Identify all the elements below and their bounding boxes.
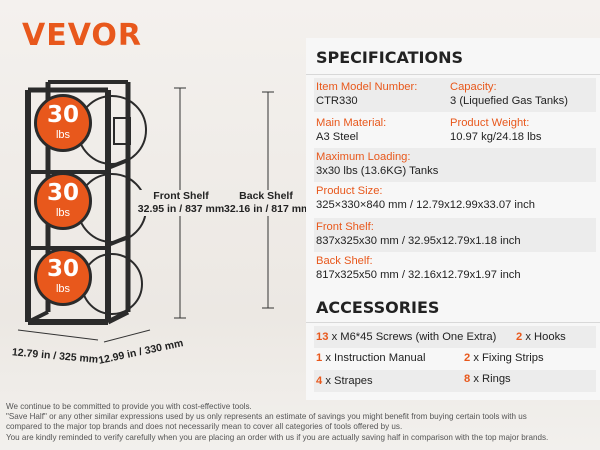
material-value: A3 Steel [316,131,359,143]
back-shelf-dimension: Back Shelf 32.16 in / 817 mm [224,190,311,216]
tank-badge-value: 30 [46,180,79,206]
accessory-item: 4 x Strapes [316,375,373,387]
back-shelf-value: 817x325x50 mm / 32.16x12.79x1.97 inch [316,269,521,281]
front-shelf-value: 837x325x30 mm / 32.95x12.79x1.18 inch [316,235,521,247]
accessory-item: 13 x M6*45 Screws (with One Extra) [316,331,496,343]
disclaimer: We continue to be committed to provide y… [6,402,598,443]
front-shelf-dimension-value: 32.95 in / 837 mm [137,203,225,215]
capacity-value: 3 (Liquefied Gas Tanks) [450,95,568,107]
tank-badge-unit: lbs [55,129,71,141]
accessory-count: 1 [316,352,323,364]
spec-row-front-shelf: Front Shelf: 837x325x30 mm / 32.95x12.79… [314,218,596,252]
back-shelf-label: Back Shelf: [316,255,373,267]
accessory-item: 2 x Hooks [516,331,566,343]
accessory-count: 2 [516,331,523,343]
tank-badge-value: 30 [46,256,79,282]
brand-logo: VEVOR [22,18,143,53]
front-shelf-label: Front Shelf: [316,221,374,233]
weight-value: 10.97 kg/24.18 lbs [450,131,542,143]
spec-row-model: Item Model Number: CTR330 Capacity: 3 (L… [314,78,596,112]
disclaimer-line: "Save Half" or any other similar express… [6,412,527,422]
tank-badge-unit: lbs [55,283,71,295]
accessories-row-3 [314,370,596,392]
spec-row-back-shelf: Back Shelf: 817x325x50 mm / 32.16x12.79x… [314,252,596,286]
spec-row-material: Main Material: A3 Steel Product Weight: … [314,114,596,148]
accessory-count: 8 [464,373,471,385]
weight-label: Product Weight: [450,117,530,129]
accessory-text: x Strapes [325,375,373,387]
back-shelf-dimension-title: Back Shelf [239,190,293,202]
tank-badge-bottom: 30 lbs [34,248,92,306]
accessories-title: ACCESSORIES [316,298,440,317]
accessory-text: x Instruction Manual [325,352,426,364]
product-size-label: Product Size: [316,185,383,197]
accessory-count: 2 [464,352,471,364]
product-size-value: 325×330×840 mm / 12.79x12.99x33.07 inch [316,199,535,211]
tank-badge-middle: 30 lbs [34,172,92,230]
specifications-divider [306,74,600,75]
accessories-row-1 [314,326,596,348]
accessory-count: 4 [316,375,323,387]
accessory-item: 8 x Rings [464,373,511,385]
spec-row-loading: Maximum Loading: 3x30 lbs (13.6KG) Tanks [314,148,596,182]
tank-badge-unit: lbs [55,207,71,219]
item-model-value: CTR330 [316,95,358,107]
disclaimer-line: You are kindly reminded to verify carefu… [6,432,549,442]
tank-badge-top: 30 lbs [34,94,92,152]
accessory-text: x Fixing Strips [473,352,544,364]
accessory-count: 13 [316,331,329,343]
accessory-item: 1 x Instruction Manual [316,352,425,364]
disclaimer-line: We continue to be committed to provide y… [6,402,252,411]
back-shelf-dimension-value: 32.16 in / 817 mm [224,203,311,215]
item-model-label: Item Model Number: [316,81,418,93]
tank-badge-value: 30 [46,102,79,128]
material-label: Main Material: [316,117,387,129]
max-loading-label: Maximum Loading: [316,151,411,163]
capacity-label: Capacity: [450,81,497,93]
specifications-title: SPECIFICATIONS [316,48,464,67]
accessory-text: x M6*45 Screws (with One Extra) [331,331,497,343]
accessories-divider [306,322,600,323]
spec-row-size: Product Size: 325×330×840 mm / 12.79x12.… [314,184,596,218]
accessory-text: x Rings [473,373,511,385]
front-shelf-dimension-title: Front Shelf [153,190,209,202]
disclaimer-line: compared to the major top brands and doe… [6,422,403,432]
max-loading-value: 3x30 lbs (13.6KG) Tanks [316,165,439,177]
accessory-item: 2 x Fixing Strips [464,352,544,364]
accessory-text: x Hooks [525,331,566,343]
front-shelf-dimension: Front Shelf 32.95 in / 837 mm [136,190,226,216]
